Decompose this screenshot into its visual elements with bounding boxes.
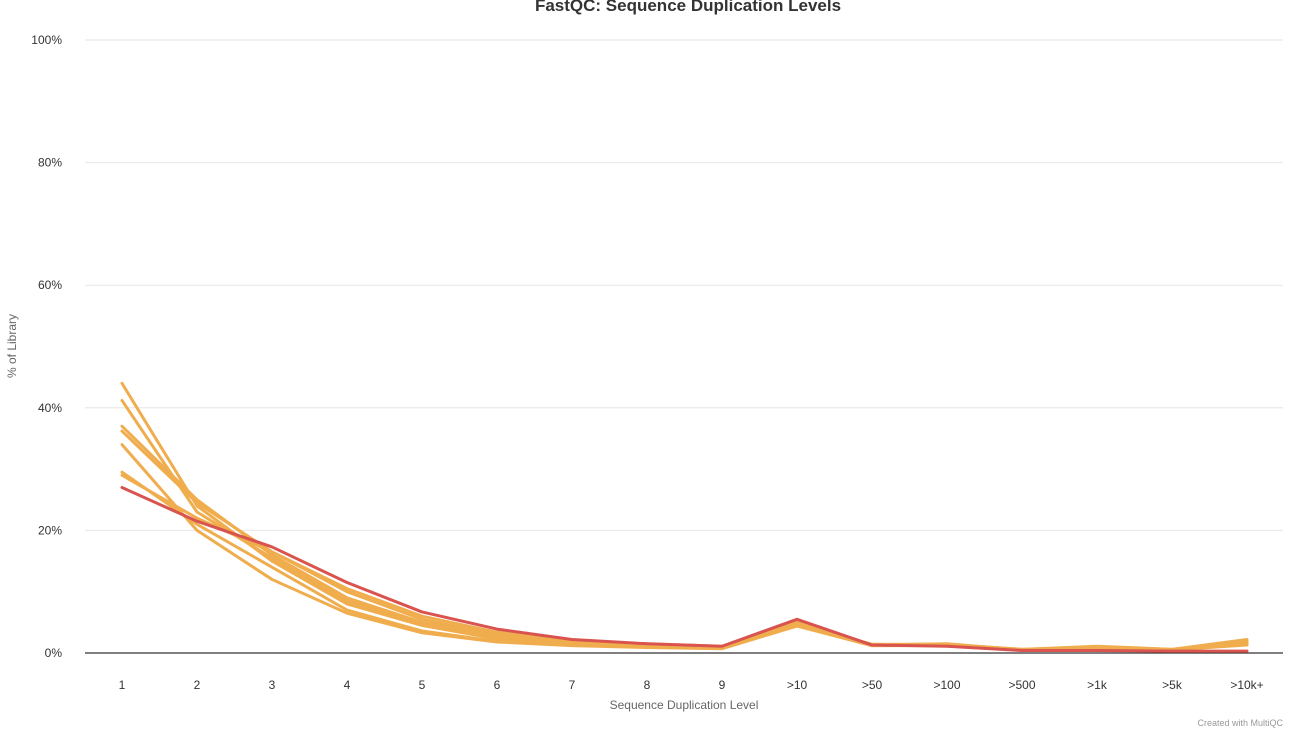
- x-tick-label: >10k+: [1230, 678, 1263, 692]
- x-tick-label: >5k: [1162, 678, 1183, 692]
- credit-text: Created with MultiQC: [1197, 718, 1283, 728]
- x-tick-label: 7: [569, 678, 576, 692]
- series-lines: [120, 381, 1249, 653]
- gridlines: [85, 39, 1283, 531]
- x-axis-label: Sequence Duplication Level: [610, 698, 759, 712]
- x-axis-ticks: 1 2 3 4 5 6 7 8 9 >10 >50 >100 >500 >1k >5k >10k+: [119, 678, 1264, 692]
- x-tick-label: 8: [644, 678, 651, 692]
- series-line-sample_2[interactable]: [120, 398, 1249, 652]
- x-tick-label: >500: [1008, 678, 1035, 692]
- x-tick-label: >10: [787, 678, 808, 692]
- x-tick-label: 2: [194, 678, 201, 692]
- series-line-sample_7[interactable]: [120, 473, 1249, 652]
- x-tick-label: 3: [269, 678, 276, 692]
- y-axis-ticks: 0% 20% 40% 60% 80% 100%: [31, 33, 62, 660]
- x-tick-label: >1k: [1087, 678, 1108, 692]
- series-line-sample_5[interactable]: [120, 443, 1249, 652]
- series-line-sample_1[interactable]: [120, 381, 1249, 651]
- series-line-sample_8[interactable]: [120, 485, 1249, 653]
- series-line-sample_4[interactable]: [120, 429, 1249, 652]
- x-tick-label: >100: [933, 678, 960, 692]
- series-line-sample_3[interactable]: [120, 424, 1249, 651]
- x-tick-label: 6: [494, 678, 501, 692]
- y-tick-label: 80%: [38, 156, 62, 170]
- y-tick-label: 40%: [38, 401, 62, 415]
- y-tick-label: 100%: [31, 33, 62, 47]
- y-tick-label: 0%: [45, 646, 63, 660]
- y-axis-label: % of Library: [5, 314, 19, 378]
- chart-title: FastQC: Sequence Duplication Levels: [535, 0, 841, 15]
- y-tick-label: 20%: [38, 523, 62, 537]
- x-tick-label: 1: [119, 678, 126, 692]
- x-tick-label: 4: [344, 678, 351, 692]
- x-tick-label: >50: [862, 678, 883, 692]
- y-tick-label: 60%: [38, 278, 62, 292]
- x-tick-label: 5: [419, 678, 426, 692]
- x-tick-label: 9: [719, 678, 726, 692]
